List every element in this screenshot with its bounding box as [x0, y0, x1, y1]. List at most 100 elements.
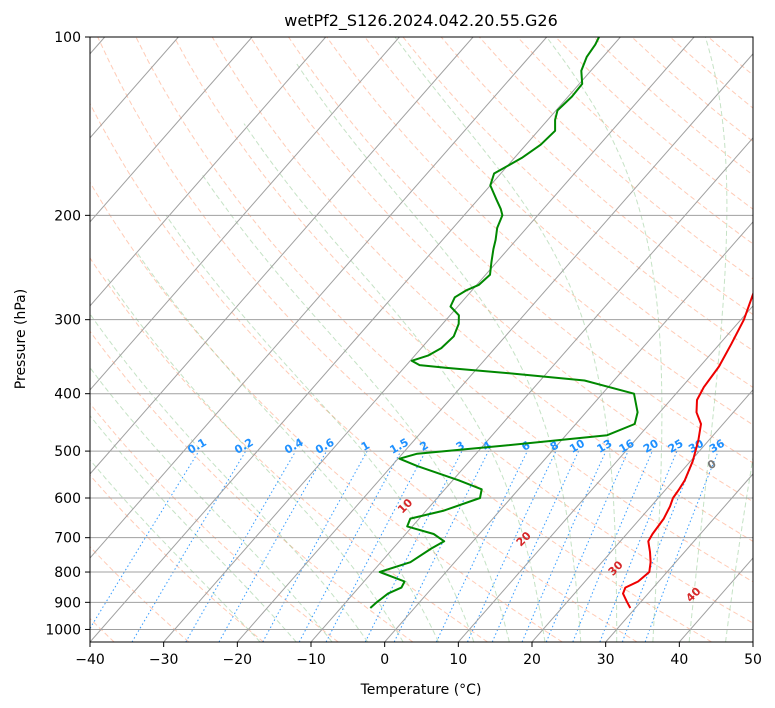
isotherm — [236, 53, 753, 642]
x-tick-label: 0 — [380, 652, 389, 668]
x-axis-label: Temperature (°C) — [360, 682, 482, 698]
dry-adiabat — [90, 102, 638, 642]
moist-adiabat — [106, 277, 404, 642]
y-tick-label: 700 — [54, 531, 81, 547]
isotherm — [163, 37, 695, 642]
x-tick-label: 40 — [670, 652, 688, 668]
mixing-ratio-line — [364, 450, 463, 642]
dry-adiabat — [288, 37, 753, 464]
mixing-ratio-line — [491, 450, 580, 642]
dry-adiabat — [593, 37, 753, 176]
dewpoint-profile — [369, 37, 639, 609]
mixing-ratio-line — [521, 450, 607, 642]
y-tick-label: 1000 — [45, 622, 81, 638]
x-tick-label: −40 — [75, 652, 105, 668]
mixing-ratio-label: 0.6 — [313, 436, 337, 457]
moist-adiabat — [90, 414, 297, 642]
mixing-ratio-line — [572, 450, 653, 642]
moist-adiabat — [90, 366, 333, 642]
mixing-ratio-line — [621, 450, 698, 642]
dry-adiabat — [707, 37, 753, 76]
isotherm — [90, 37, 327, 307]
dry-adiabat — [173, 37, 753, 583]
mixing-ratio-line — [90, 450, 200, 630]
y-tick-label: 300 — [54, 313, 81, 329]
mixing-ratio-line — [599, 450, 678, 642]
mixing-ratio-label: 0.1 — [185, 436, 208, 457]
mixing-ratio-line — [393, 450, 489, 642]
y-axis-label: Pressure (hPa) — [13, 289, 29, 389]
mixing-ratio-label: 0.4 — [282, 436, 306, 457]
dry-adiabat — [90, 257, 488, 642]
curve-labels: 0.1 0.2 0.4 0.6 1 1.5 2 3 4 6 8 10 13 16 20 25 30 3610203… — [185, 436, 727, 605]
dry-adiabat — [135, 37, 753, 624]
y-tick-label: 900 — [54, 595, 81, 611]
dry-adiabat — [326, 37, 753, 426]
mixing-ratio-line — [644, 450, 719, 642]
isotherm — [531, 389, 753, 642]
mixing-ratio-line — [262, 450, 368, 642]
mixing-ratio-line — [325, 450, 427, 642]
isotherm — [457, 305, 753, 642]
x-axis: −40 −30 −20 −10 0 10 20 30 40 50 — [75, 642, 762, 668]
moist-adiabat-label: 20 — [514, 529, 534, 549]
isotherm — [90, 37, 621, 642]
moist-adiabat — [688, 37, 728, 642]
y-tick-label: 600 — [54, 491, 81, 507]
moist-adiabat — [201, 173, 510, 642]
dry-adiabat — [249, 37, 753, 503]
x-tick-label: −30 — [149, 652, 179, 668]
y-tick-label: 500 — [54, 444, 81, 460]
temperature-profile — [622, 291, 753, 609]
dry-adiabat — [631, 37, 753, 143]
isotherm — [90, 37, 400, 391]
dry-adiabat — [90, 474, 264, 642]
x-tick-label: −10 — [296, 652, 326, 668]
dry-adiabat — [90, 181, 563, 642]
mixing-ratio-line — [298, 450, 402, 642]
x-tick-label: 50 — [744, 652, 762, 668]
moist-adiabat — [135, 251, 439, 642]
dry-adiabat — [402, 37, 753, 352]
isotherm — [752, 641, 753, 642]
dry-adiabat — [90, 330, 414, 642]
moist-adiabat — [243, 123, 546, 642]
dry-adiabat — [440, 37, 753, 316]
y-tick-label: 400 — [54, 387, 81, 403]
moist-adiabat-label: 40 — [683, 584, 703, 604]
dry-adiabat — [90, 402, 339, 642]
moist-adiabat-label: 10 — [395, 496, 415, 516]
grid-lines — [90, 37, 753, 642]
y-tick-label: 800 — [54, 565, 81, 581]
x-tick-label: 20 — [523, 652, 541, 668]
moist-adiabat — [90, 459, 261, 642]
isotherm — [90, 37, 548, 559]
sounding-profiles — [369, 37, 753, 609]
mixing-ratio-label: 20 — [641, 437, 661, 456]
moist-adiabat — [165, 215, 475, 642]
moist-adiabat — [294, 61, 582, 642]
lcl-marker: 0 — [705, 457, 718, 472]
mixing-ratio-label: 25 — [666, 437, 686, 456]
moist-adiabat — [725, 454, 753, 642]
dry-adiabat — [478, 37, 753, 280]
mixing-ratio-line — [218, 450, 328, 642]
x-tick-label: −20 — [223, 652, 253, 668]
mixing-ratio-line — [185, 450, 297, 642]
dry-adiabat — [97, 37, 712, 642]
chart-title: wetPf2_S126.2024.042.20.55.G26 — [284, 11, 558, 31]
moist-adiabat-label: 30 — [606, 558, 626, 578]
plot-frame — [89, 36, 754, 643]
y-axis: 100 200 300 400 500 600 700 800 900 1000 — [45, 30, 90, 638]
moist-adiabat — [546, 37, 663, 642]
background-lines — [90, 37, 753, 642]
mixing-ratio-line — [435, 450, 528, 642]
isotherm — [384, 221, 753, 642]
moist-adiabat — [90, 313, 369, 642]
x-tick-label: 10 — [449, 652, 467, 668]
mixing-ratio-label: 1.5 — [388, 436, 411, 457]
mixing-ratio-label: 16 — [617, 437, 637, 456]
y-tick-label: 200 — [54, 208, 81, 224]
x-tick-label: 30 — [597, 652, 615, 668]
